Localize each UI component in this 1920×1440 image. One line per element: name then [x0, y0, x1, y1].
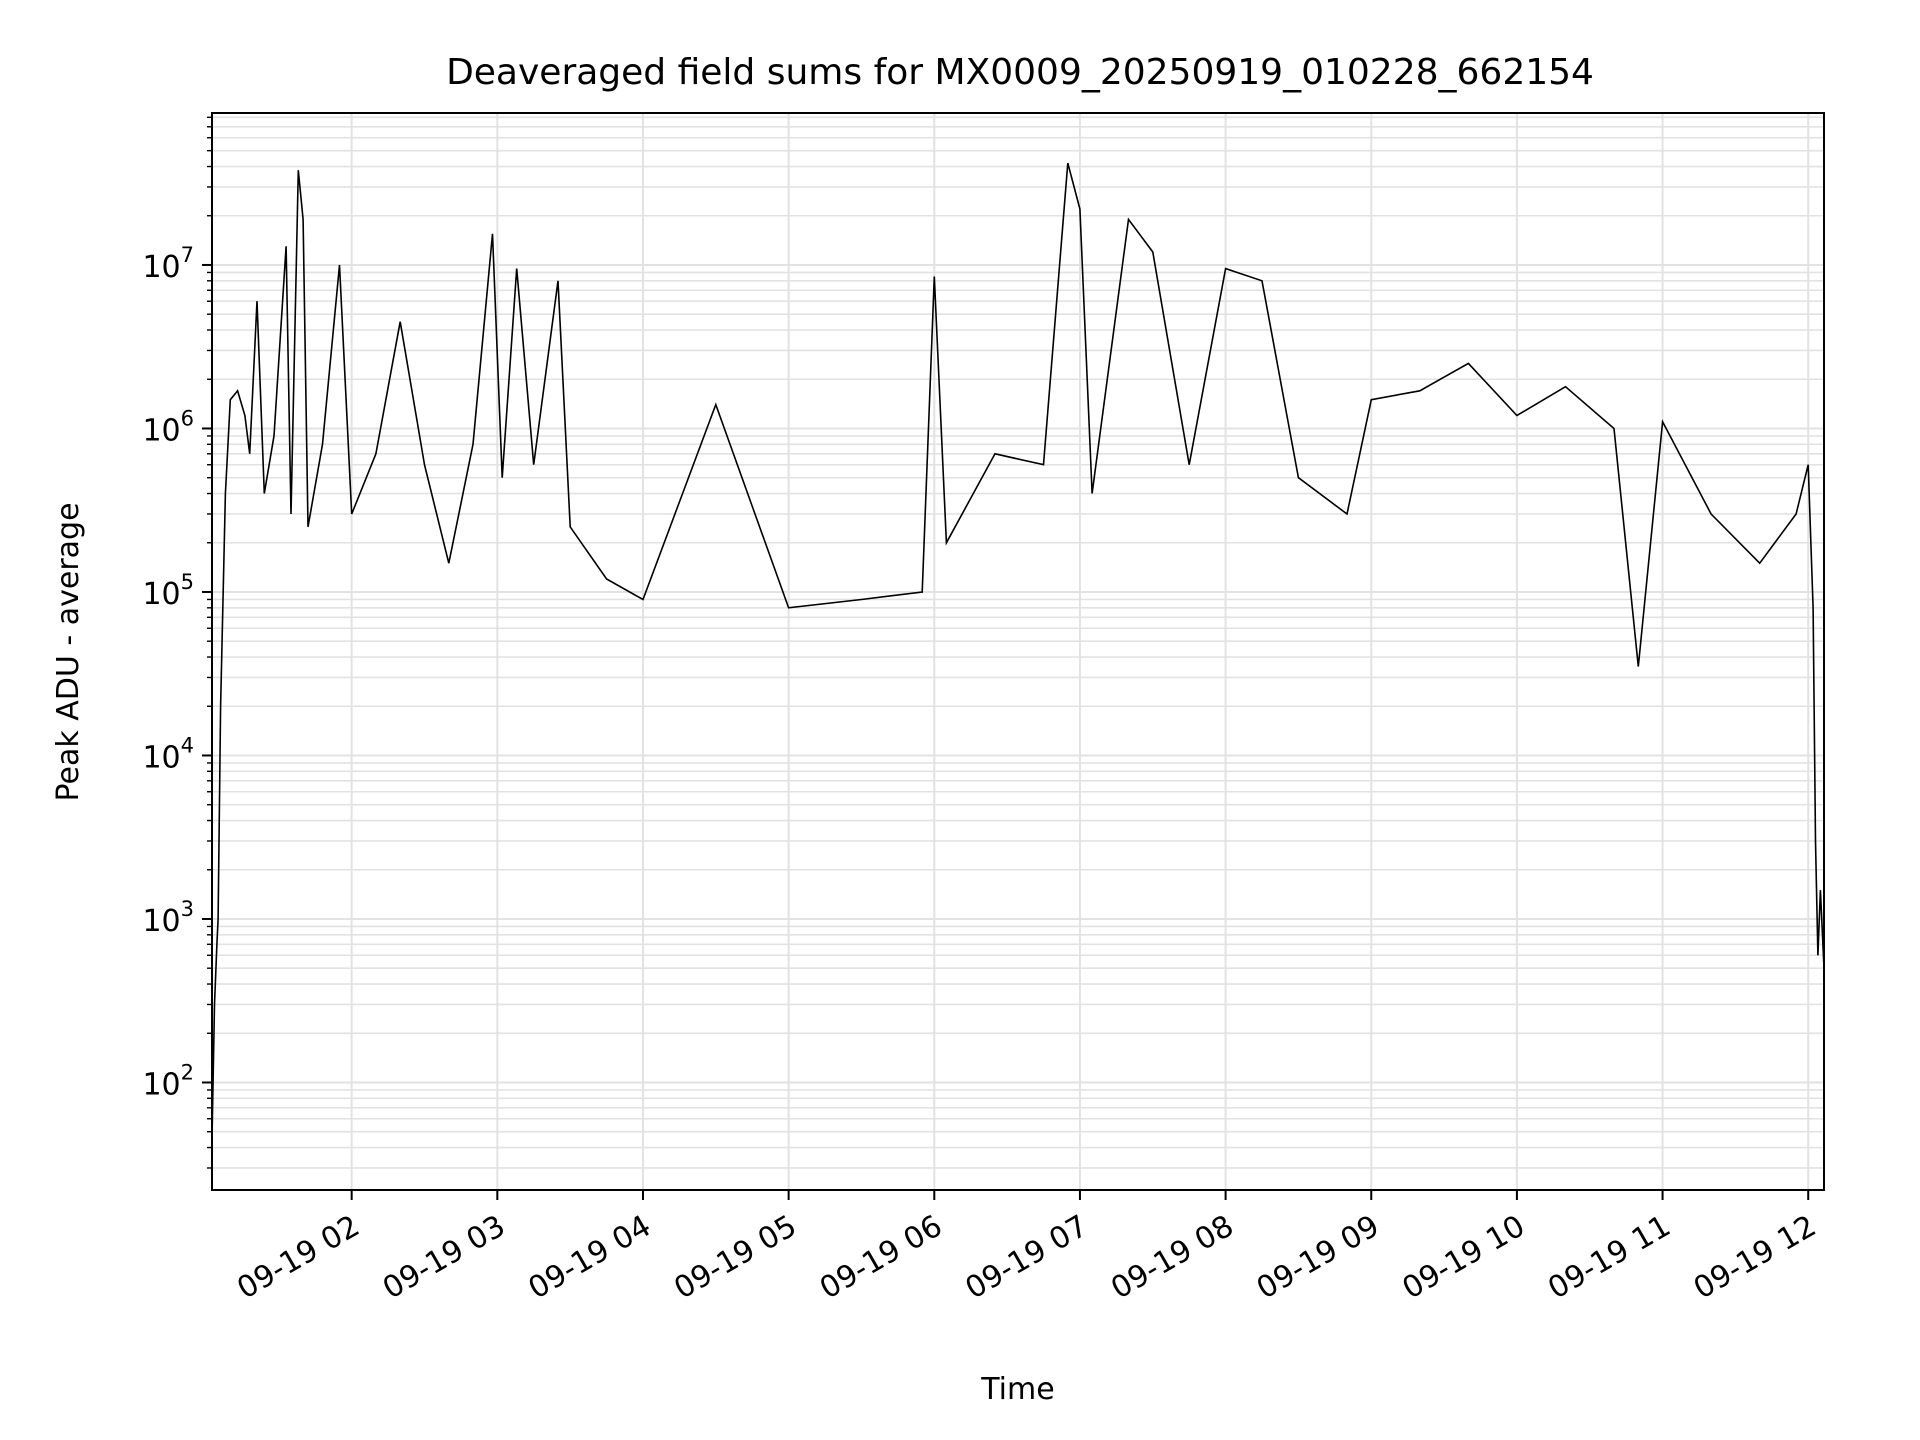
y-tick-label: 102 [142, 1060, 194, 1102]
y-tick-label: 105 [142, 570, 194, 612]
y-tick-label: 104 [142, 733, 194, 775]
axis-ticks [202, 263, 1810, 1200]
y-tick-label: 106 [142, 406, 194, 448]
y-axis-label: Peak ADU - average [51, 502, 86, 801]
series-layer [211, 162, 1825, 1140]
series-line [211, 162, 1825, 1140]
y-tick-labels: 102 103 104 105 106 107 [142, 243, 194, 1103]
chart-title: Deaveraged field sums for MX0009_2025091… [446, 52, 1594, 93]
y-tick-label: 103 [142, 897, 194, 939]
y-tick-label: 107 [142, 243, 194, 285]
plot-frame [211, 112, 1825, 1191]
grid-lines [212, 113, 1824, 1190]
x-axis-label: Time [980, 1372, 1054, 1407]
